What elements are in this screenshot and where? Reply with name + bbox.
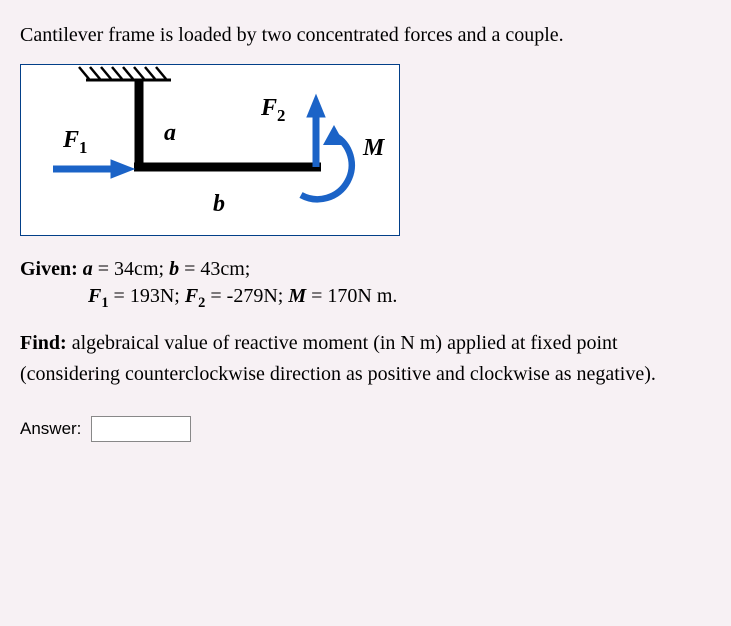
var-F2: F xyxy=(185,285,198,307)
label-a: a xyxy=(164,120,176,147)
val-b: = 43cm; xyxy=(179,258,250,280)
label-b: b xyxy=(213,191,225,218)
find-body: algebraical value of reactive moment (in… xyxy=(20,332,656,385)
find-text: Find: algebraical value of reactive mome… xyxy=(20,328,711,390)
given-label: Given: xyxy=(20,258,78,280)
var-F1: F xyxy=(88,285,101,307)
answer-row: Answer: xyxy=(20,416,711,442)
var-M: M xyxy=(288,285,306,307)
given-line1: Given: a = 34cm; b = 43cm; xyxy=(20,258,711,281)
given-line2: F1 = 193N; F2 = -279N; M = 170N m. xyxy=(88,285,711,312)
val-a: = 34cm; xyxy=(93,258,169,280)
sub-F1: 1 xyxy=(101,295,108,311)
problem-intro: Cantilever frame is loaded by two concen… xyxy=(20,20,711,50)
answer-label: Answer: xyxy=(20,419,81,439)
var-b: b xyxy=(169,258,179,280)
var-a: a xyxy=(83,258,93,280)
answer-input[interactable] xyxy=(91,416,191,442)
figure: F1 F2 M a b xyxy=(20,64,400,236)
find-label: Find: xyxy=(20,332,67,354)
val-F2: = -279N; xyxy=(205,285,288,307)
label-F2: F2 xyxy=(261,95,285,126)
val-M: = 170N m. xyxy=(306,285,397,307)
label-M: M xyxy=(363,135,384,162)
val-F1: = 193N; xyxy=(109,285,185,307)
label-F1: F1 xyxy=(63,127,87,158)
